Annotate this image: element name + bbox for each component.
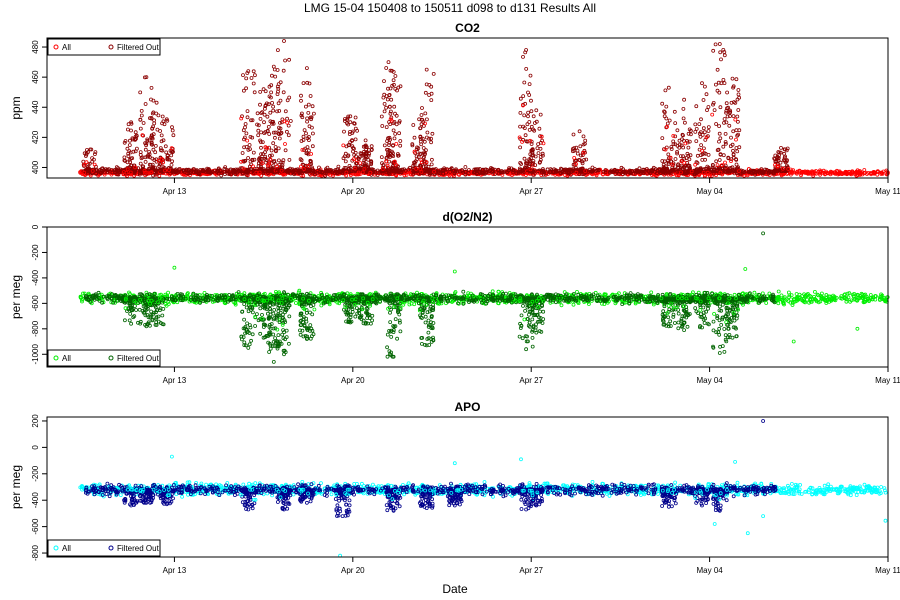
y-tick-label: 480 <box>31 40 40 54</box>
data-points <box>78 39 890 179</box>
panels-container: CO2 ppm Apr 13 Apr 20 Apr 27 May 04 May 11 400 4… <box>9 21 900 575</box>
y-tick-label: 440 <box>31 100 40 114</box>
legend: All Filtered Out <box>47 38 161 56</box>
panel-title: d(O2/N2) <box>442 210 492 224</box>
x-tick-label: May 04 <box>696 187 723 196</box>
legend-label: All <box>62 43 71 52</box>
figure-title: LMG 15-04 150408 to 150511 d098 to d131 … <box>304 1 596 15</box>
panel-1: CO2 ppm Apr 13 Apr 20 Apr 27 May 04 May 11 400 4… <box>9 21 900 196</box>
y-tick-label: 400 <box>31 160 40 174</box>
y-axis-label: per meg <box>9 275 23 319</box>
figure-xlabel: Date <box>442 582 468 596</box>
panel-title: CO2 <box>455 21 480 35</box>
x-tick-label: Apr 13 <box>163 187 187 196</box>
y-tick-label: 460 <box>31 70 40 84</box>
y-axis-label: ppm <box>9 96 23 119</box>
x-tick-label: Apr 27 <box>519 187 543 196</box>
legend-label: Filtered Out <box>117 43 160 52</box>
x-tick-label: Apr 20 <box>341 187 365 196</box>
y-tick-label: 420 <box>31 130 40 144</box>
x-tick-label: May 11 <box>875 187 900 196</box>
